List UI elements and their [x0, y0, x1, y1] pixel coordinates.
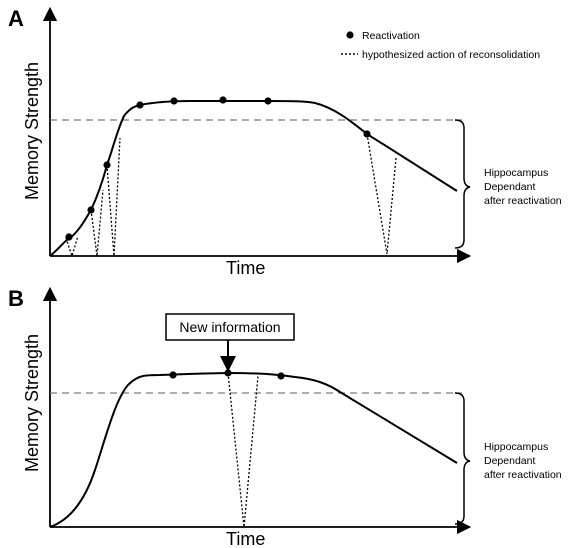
panel-a: A Memory Strength Time Reactivation hypo…	[8, 6, 562, 278]
panel-a-reactivation-point	[170, 97, 178, 105]
legend-reconsolidation-label: hypothesized action of reconsolidation	[362, 49, 540, 61]
panel-a-brace	[454, 119, 471, 249]
panel-b-reactivation-point	[224, 369, 232, 377]
panel-a-reactivation-point	[65, 233, 73, 241]
panel-a-brace-note: Hippocampus Dependant after reactivation	[484, 167, 562, 207]
panel-a-brace-note-line: Dependant	[484, 181, 535, 193]
legend-reactivation-label: Reactivation	[362, 30, 420, 42]
panel-b-reactivation-point	[169, 371, 177, 379]
panel-b-reactivation-point	[277, 372, 285, 380]
legend-reactivation-marker	[346, 31, 354, 39]
panel-b: B Memory Strength Time New information H…	[8, 286, 562, 548]
panel-b-x-label: Time	[226, 529, 265, 548]
panel-b-brace-note: Hippocampus Dependant after reactivation	[484, 441, 562, 481]
panel-a-reactivation-point	[103, 161, 111, 169]
panel-a-dip-2	[90, 189, 104, 257]
panel-a-brace-note-line: Hippocampus	[484, 167, 548, 179]
panel-a-y-label: Memory Strength	[22, 62, 42, 200]
panel-a-memory-curve	[49, 100, 458, 257]
panel-b-brace-note-line: Hippocampus	[484, 441, 548, 453]
panel-b-brace	[454, 392, 471, 525]
panel-a-reactivation-point	[363, 130, 371, 138]
panel-b-brace-note-line: after reactivation	[484, 469, 562, 481]
panel-a-dip-3	[106, 137, 121, 257]
panel-b-letter: B	[8, 286, 24, 311]
panel-a-letter: A	[8, 6, 24, 31]
panel-a-brace-note-line: after reactivation	[484, 195, 562, 207]
panel-b-dip	[227, 372, 259, 528]
panel-a-x-label: Time	[226, 258, 265, 278]
panel-a-reactivation-point	[136, 101, 144, 109]
new-information-box	[165, 313, 295, 341]
panel-a-reactivation-point	[219, 96, 227, 104]
panel-b-y-label: Memory Strength	[22, 334, 42, 472]
new-information-label: New information	[179, 319, 280, 335]
panel-b-brace-note-line: Dependant	[484, 455, 535, 467]
panel-a-dip-1	[65, 235, 79, 259]
panel-a-reactivation-point	[264, 97, 272, 105]
panel-b-memory-curve	[49, 371, 458, 528]
panel-a-dip-4	[366, 133, 397, 255]
panel-a-legend: Reactivation hypothesized action of reco…	[341, 30, 540, 61]
panel-a-reactivation-point	[87, 206, 95, 214]
